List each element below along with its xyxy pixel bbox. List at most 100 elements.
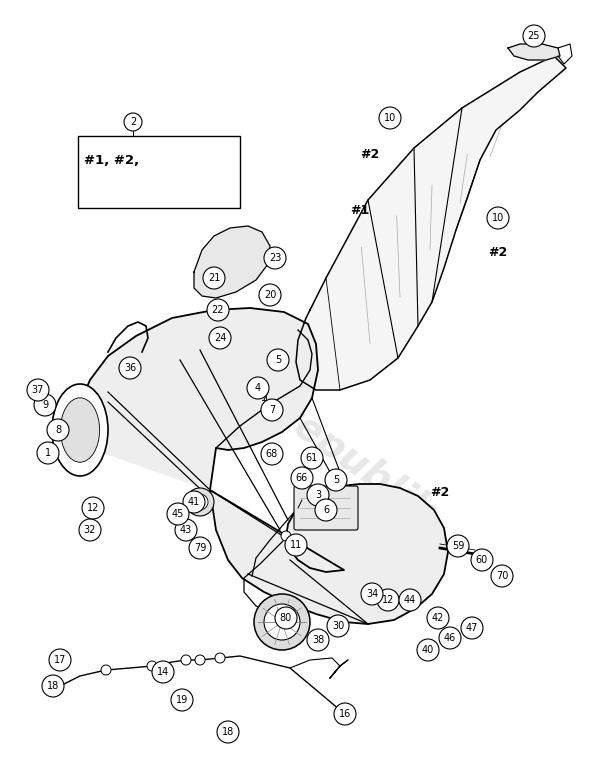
Text: 10: 10 bbox=[492, 213, 504, 223]
Circle shape bbox=[203, 267, 225, 289]
Circle shape bbox=[461, 617, 483, 639]
Circle shape bbox=[275, 607, 297, 629]
Circle shape bbox=[327, 615, 349, 637]
Circle shape bbox=[215, 149, 237, 171]
Text: 18: 18 bbox=[222, 727, 234, 737]
Text: partsrepublik: partsrepublik bbox=[178, 329, 442, 531]
Text: #1, #2,: #1, #2, bbox=[84, 154, 139, 166]
Circle shape bbox=[87, 177, 109, 199]
Text: 21: 21 bbox=[208, 273, 220, 283]
Text: 5: 5 bbox=[201, 155, 207, 165]
Text: 34: 34 bbox=[366, 589, 378, 599]
Circle shape bbox=[379, 107, 401, 129]
FancyBboxPatch shape bbox=[78, 136, 240, 208]
Circle shape bbox=[315, 489, 325, 499]
Text: 38: 38 bbox=[312, 635, 324, 645]
Text: 12: 12 bbox=[87, 503, 99, 513]
Text: 19: 19 bbox=[176, 695, 188, 705]
Text: 20: 20 bbox=[92, 183, 104, 193]
Text: 24: 24 bbox=[214, 333, 226, 343]
Ellipse shape bbox=[52, 384, 108, 476]
Circle shape bbox=[361, 583, 383, 605]
Text: 17: 17 bbox=[54, 655, 66, 665]
Circle shape bbox=[291, 467, 313, 489]
Ellipse shape bbox=[60, 398, 100, 462]
Circle shape bbox=[49, 649, 71, 671]
Circle shape bbox=[301, 447, 323, 469]
Text: #2: #2 bbox=[360, 148, 379, 161]
Polygon shape bbox=[194, 226, 270, 298]
Text: 66: 66 bbox=[296, 473, 308, 483]
Text: 23: 23 bbox=[269, 253, 281, 263]
Circle shape bbox=[264, 604, 300, 640]
Circle shape bbox=[487, 207, 509, 229]
Circle shape bbox=[37, 442, 59, 464]
Text: 3: 3 bbox=[315, 490, 321, 500]
Circle shape bbox=[124, 113, 142, 131]
FancyBboxPatch shape bbox=[294, 486, 358, 530]
Circle shape bbox=[209, 327, 231, 349]
Circle shape bbox=[259, 284, 281, 306]
Text: 14: 14 bbox=[157, 667, 169, 677]
Circle shape bbox=[79, 519, 101, 541]
Circle shape bbox=[417, 639, 439, 661]
Circle shape bbox=[471, 549, 493, 571]
Text: 7: 7 bbox=[269, 405, 275, 415]
Text: 79: 79 bbox=[194, 543, 206, 553]
Text: 8: 8 bbox=[55, 425, 61, 435]
Circle shape bbox=[111, 177, 133, 199]
Circle shape bbox=[307, 484, 329, 506]
Text: 10: 10 bbox=[384, 113, 396, 123]
Circle shape bbox=[495, 213, 505, 223]
Text: 25: 25 bbox=[527, 31, 540, 41]
Circle shape bbox=[399, 589, 421, 611]
Circle shape bbox=[321, 505, 331, 515]
Circle shape bbox=[281, 531, 291, 541]
Text: 2: 2 bbox=[130, 117, 136, 127]
Circle shape bbox=[265, 407, 275, 417]
Circle shape bbox=[183, 177, 205, 199]
Text: 21: 21 bbox=[116, 183, 127, 193]
Text: 4: 4 bbox=[181, 155, 187, 165]
Circle shape bbox=[159, 177, 181, 199]
Text: 70: 70 bbox=[496, 571, 508, 581]
Text: 30: 30 bbox=[332, 621, 344, 631]
Circle shape bbox=[523, 25, 545, 47]
Text: 9: 9 bbox=[42, 400, 48, 410]
Text: 6: 6 bbox=[323, 505, 329, 515]
Circle shape bbox=[34, 394, 56, 416]
Circle shape bbox=[377, 589, 399, 611]
Circle shape bbox=[183, 491, 205, 513]
Circle shape bbox=[147, 661, 157, 671]
Circle shape bbox=[307, 629, 329, 651]
Circle shape bbox=[189, 537, 211, 559]
Text: 12: 12 bbox=[382, 595, 394, 605]
Circle shape bbox=[167, 503, 189, 525]
Text: 22: 22 bbox=[212, 305, 224, 315]
Text: #2: #2 bbox=[430, 486, 450, 499]
Polygon shape bbox=[68, 308, 448, 624]
Circle shape bbox=[247, 377, 269, 399]
Text: 3: 3 bbox=[161, 155, 167, 165]
Circle shape bbox=[264, 247, 286, 269]
Text: 60: 60 bbox=[476, 555, 488, 565]
Text: 80: 80 bbox=[280, 613, 292, 623]
Circle shape bbox=[192, 494, 208, 510]
Text: 45: 45 bbox=[172, 509, 184, 519]
Circle shape bbox=[254, 384, 266, 396]
Text: 1: 1 bbox=[45, 448, 51, 458]
Circle shape bbox=[186, 488, 214, 516]
Circle shape bbox=[27, 379, 49, 401]
Circle shape bbox=[195, 151, 213, 169]
Circle shape bbox=[175, 519, 197, 541]
Polygon shape bbox=[508, 44, 560, 60]
Circle shape bbox=[261, 443, 283, 465]
Text: 18: 18 bbox=[47, 681, 59, 691]
Text: 46: 46 bbox=[444, 633, 456, 643]
Circle shape bbox=[215, 653, 225, 663]
Circle shape bbox=[325, 469, 347, 491]
Text: 44: 44 bbox=[404, 595, 416, 605]
Text: 47: 47 bbox=[466, 623, 478, 633]
Circle shape bbox=[152, 661, 174, 683]
Circle shape bbox=[47, 419, 69, 441]
